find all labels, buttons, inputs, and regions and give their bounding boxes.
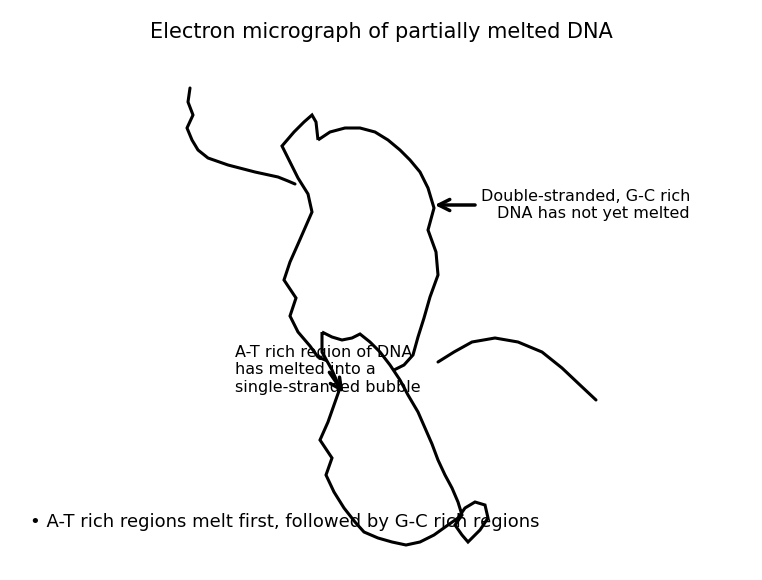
- Text: • A-T rich regions melt first, followed by G-C rich regions: • A-T rich regions melt first, followed …: [30, 513, 539, 531]
- Text: A-T rich region of DNA
has melted into a
single-stranded bubble: A-T rich region of DNA has melted into a…: [235, 345, 421, 395]
- Text: Double-stranded, G-C rich
DNA has not yet melted: Double-stranded, G-C rich DNA has not ye…: [439, 189, 690, 221]
- Text: Electron micrograph of partially melted DNA: Electron micrograph of partially melted …: [149, 22, 613, 42]
- PathPatch shape: [320, 332, 488, 545]
- PathPatch shape: [282, 115, 438, 375]
